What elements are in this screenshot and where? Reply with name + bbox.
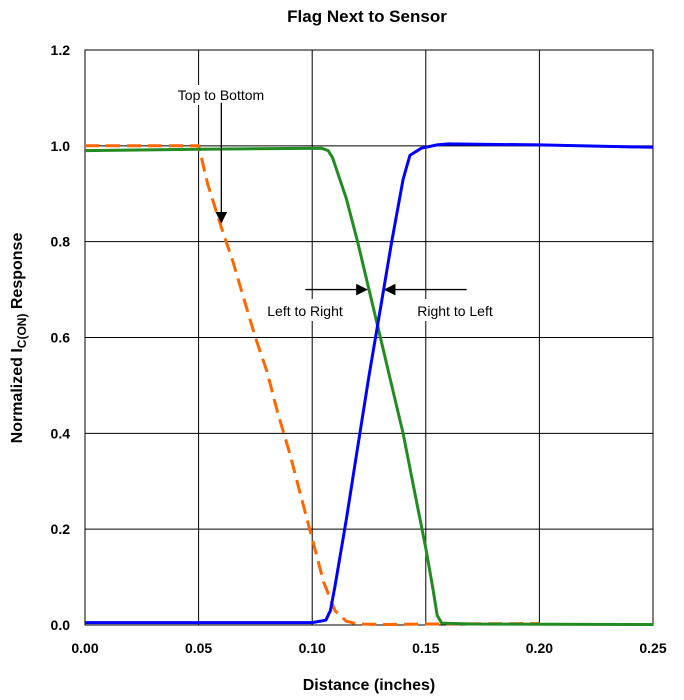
annotation-label-bg-right-to-left	[405, 299, 505, 321]
y-axis-label: Normalized IC(ON) Response	[9, 233, 29, 444]
annotation-label-bg-top-to-bottom	[166, 85, 276, 105]
y-tick-label: 1.0	[51, 138, 71, 154]
annotation-arrows	[215, 102, 467, 296]
y-axis-label-prefix: Normalized I	[9, 348, 26, 443]
data-series	[84, 142, 654, 626]
y-tick-label: 0.6	[51, 330, 71, 346]
y-axis-label-suffix: Response	[9, 233, 26, 314]
annotation-left-to-right: Left to Right	[267, 303, 343, 319]
series-line-green	[84, 146, 654, 626]
x-tick-label: 0.25	[639, 640, 666, 656]
x-tick-label: 0.20	[526, 640, 553, 656]
series-line-orange-dashed	[85, 144, 540, 626]
y-tick-label: 0.0	[51, 617, 71, 633]
x-tick-labels: 0.00 0.05 0.10 0.15 0.20 0.25	[71, 640, 666, 656]
x-tick-label: 0.10	[299, 640, 326, 656]
y-tick-label: 0.4	[51, 425, 71, 441]
chart-title: Flag Next to Sensor	[287, 7, 447, 26]
x-axis-label: Distance (inches)	[303, 677, 435, 694]
y-axis-label-subscript: C(ON)	[15, 314, 29, 349]
x-tick-label: 0.05	[185, 640, 212, 656]
y-tick-label: 0.2	[51, 521, 71, 537]
series-line-blue	[85, 142, 654, 625]
y-tick-label: 1.2	[51, 42, 71, 58]
x-tick-label: 0.15	[412, 640, 439, 656]
x-tick-label: 0.00	[71, 640, 98, 656]
y-tick-label: 0.8	[51, 234, 71, 250]
annotation-label-bg-left-to-right	[255, 299, 355, 321]
annotation-right-to-left: Right to Left	[417, 303, 493, 319]
annotation-top-to-bottom: Top to Bottom	[178, 87, 264, 103]
y-tick-labels: 0.0 0.2 0.4 0.6 0.8 1.0 1.2	[51, 42, 71, 633]
